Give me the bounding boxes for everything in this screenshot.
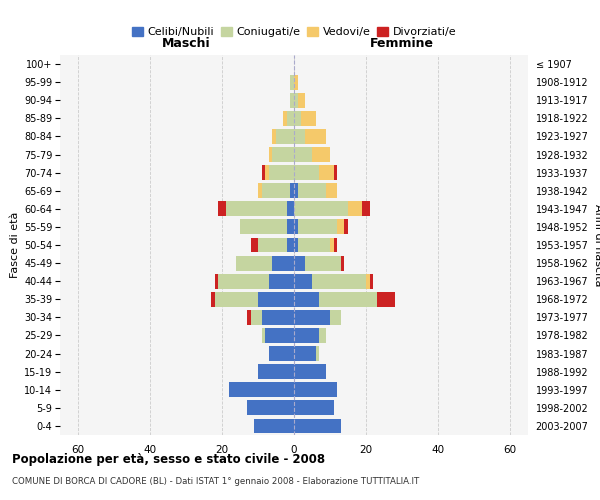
Bar — [269, 346, 294, 361]
Bar — [298, 93, 305, 108]
Text: Popolazione per età, sesso e stato civile - 2008: Popolazione per età, sesso e stato civil… — [12, 452, 325, 466]
Bar — [272, 129, 276, 144]
Bar — [211, 292, 215, 306]
Y-axis label: Fasce di età: Fasce di età — [10, 212, 20, 278]
Bar — [294, 328, 319, 343]
Bar — [287, 111, 294, 126]
Bar — [262, 310, 294, 325]
Legend: Celibi/Nubili, Coniugati/e, Vedovi/e, Divorziati/e: Celibi/Nubili, Coniugati/e, Vedovi/e, Di… — [130, 24, 458, 40]
Bar — [294, 310, 330, 325]
Bar — [319, 328, 326, 343]
Bar — [362, 202, 370, 216]
Bar — [298, 220, 337, 234]
Bar — [258, 184, 262, 198]
Bar — [265, 328, 294, 343]
Bar — [262, 184, 290, 198]
Bar — [341, 256, 344, 270]
Bar — [258, 364, 294, 379]
Bar — [294, 202, 348, 216]
Bar — [283, 111, 287, 126]
Bar — [251, 310, 262, 325]
Bar — [226, 202, 287, 216]
Bar — [319, 292, 377, 306]
Bar — [370, 274, 373, 288]
Bar — [258, 292, 294, 306]
Text: Maschi: Maschi — [161, 36, 211, 50]
Bar — [218, 202, 226, 216]
Bar — [247, 400, 294, 415]
Bar — [294, 400, 334, 415]
Bar — [294, 346, 316, 361]
Bar — [312, 274, 366, 288]
Bar — [298, 238, 330, 252]
Bar — [215, 292, 258, 306]
Bar — [269, 165, 294, 180]
Bar — [218, 274, 269, 288]
Bar — [290, 184, 294, 198]
Bar — [294, 274, 312, 288]
Bar — [276, 129, 294, 144]
Bar — [294, 220, 298, 234]
Bar — [377, 292, 395, 306]
Bar — [262, 165, 265, 180]
Bar — [247, 310, 251, 325]
Bar — [287, 220, 294, 234]
Text: Femmine: Femmine — [370, 36, 434, 50]
Bar — [287, 238, 294, 252]
Bar — [294, 111, 301, 126]
Bar — [290, 74, 294, 90]
Bar — [215, 274, 218, 288]
Bar — [269, 274, 294, 288]
Bar — [319, 165, 334, 180]
Bar — [269, 147, 272, 162]
Bar — [312, 147, 330, 162]
Bar — [334, 165, 337, 180]
Bar — [330, 238, 334, 252]
Bar — [272, 256, 294, 270]
Bar — [294, 184, 298, 198]
Bar — [294, 147, 312, 162]
Bar — [240, 220, 287, 234]
Bar — [348, 202, 362, 216]
Bar — [272, 147, 294, 162]
Bar — [330, 310, 341, 325]
Bar — [366, 274, 370, 288]
Bar — [294, 238, 298, 252]
Bar — [290, 93, 294, 108]
Bar — [294, 364, 326, 379]
Bar — [258, 238, 287, 252]
Bar — [254, 418, 294, 434]
Bar — [301, 111, 316, 126]
Bar — [334, 238, 337, 252]
Bar — [287, 202, 294, 216]
Bar — [294, 418, 341, 434]
Bar — [262, 328, 265, 343]
Y-axis label: Anni di nascita: Anni di nascita — [593, 204, 600, 286]
Bar — [294, 382, 337, 397]
Bar — [294, 93, 298, 108]
Bar — [294, 74, 298, 90]
Bar — [337, 220, 344, 234]
Bar — [326, 184, 337, 198]
Bar — [265, 165, 269, 180]
Bar — [305, 256, 341, 270]
Bar — [294, 256, 305, 270]
Bar — [298, 184, 326, 198]
Bar — [316, 346, 319, 361]
Text: COMUNE DI BORCA DI CADORE (BL) - Dati ISTAT 1° gennaio 2008 - Elaborazione TUTTI: COMUNE DI BORCA DI CADORE (BL) - Dati IS… — [12, 478, 419, 486]
Bar — [344, 220, 348, 234]
Bar — [251, 238, 258, 252]
Bar — [236, 256, 272, 270]
Bar — [229, 382, 294, 397]
Bar — [294, 129, 305, 144]
Bar — [294, 165, 319, 180]
Bar — [305, 129, 326, 144]
Bar — [294, 292, 319, 306]
